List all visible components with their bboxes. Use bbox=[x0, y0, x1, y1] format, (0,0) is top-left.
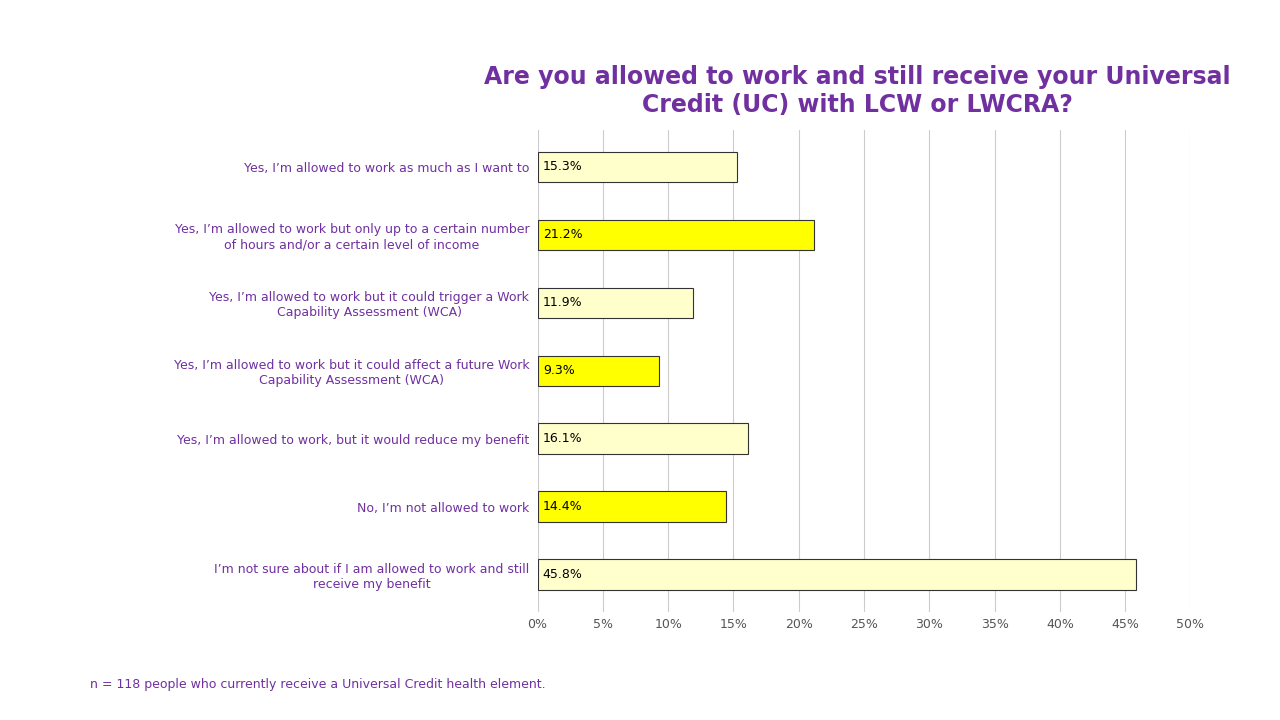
Bar bbox=[538, 492, 726, 522]
Text: n = 118 people who currently receive a Universal Credit health element.: n = 118 people who currently receive a U… bbox=[90, 678, 545, 691]
Bar bbox=[538, 220, 814, 250]
Text: Are you allowed to work and still receive your Universal
Credit (UC) with LCW or: Are you allowed to work and still receiv… bbox=[484, 65, 1231, 117]
Bar bbox=[538, 287, 692, 318]
Text: 15.3%: 15.3% bbox=[543, 161, 582, 174]
Text: 16.1%: 16.1% bbox=[543, 432, 582, 445]
Text: 11.9%: 11.9% bbox=[543, 297, 582, 310]
Text: 21.2%: 21.2% bbox=[543, 228, 582, 241]
Text: 14.4%: 14.4% bbox=[543, 500, 582, 513]
Bar bbox=[538, 423, 748, 454]
Bar bbox=[538, 356, 659, 386]
Text: 45.8%: 45.8% bbox=[543, 568, 582, 581]
Bar bbox=[538, 151, 737, 182]
Bar bbox=[538, 559, 1135, 590]
Text: 9.3%: 9.3% bbox=[543, 364, 575, 377]
